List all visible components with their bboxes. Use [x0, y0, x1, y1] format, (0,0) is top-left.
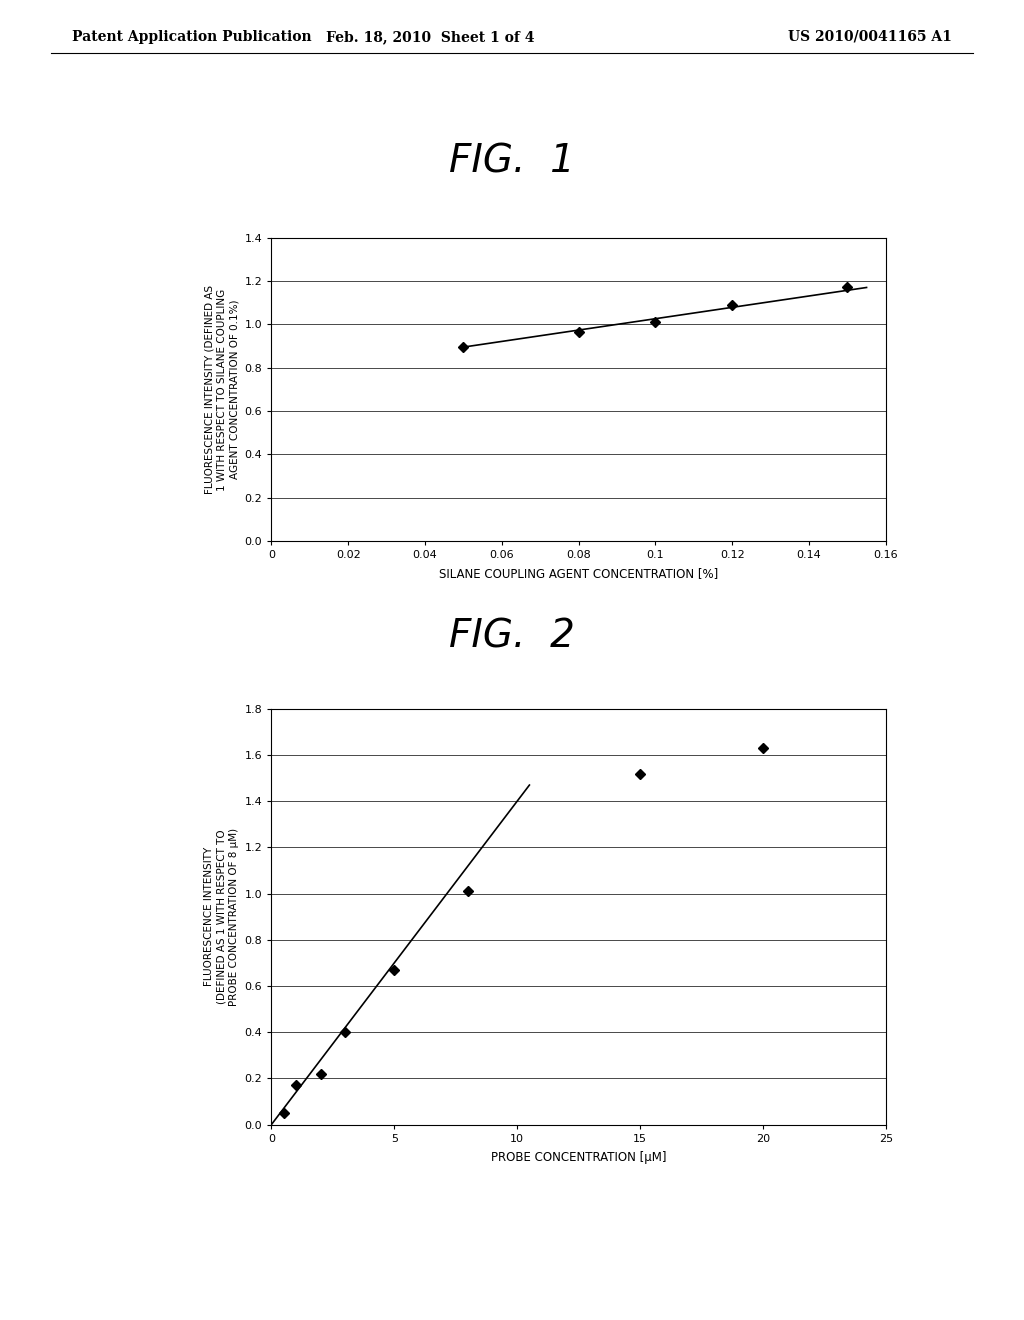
- Y-axis label: FLUORESCENCE INTENSITY (DEFINED AS
1 WITH RESPECT TO SILANE COUPLING
AGENT CONCE: FLUORESCENCE INTENSITY (DEFINED AS 1 WIT…: [204, 285, 239, 494]
- Text: Feb. 18, 2010  Sheet 1 of 4: Feb. 18, 2010 Sheet 1 of 4: [326, 30, 535, 44]
- X-axis label: SILANE COUPLING AGENT CONCENTRATION [%]: SILANE COUPLING AGENT CONCENTRATION [%]: [439, 568, 718, 581]
- X-axis label: PROBE CONCENTRATION [μM]: PROBE CONCENTRATION [μM]: [490, 1151, 667, 1164]
- Text: Patent Application Publication: Patent Application Publication: [72, 30, 311, 44]
- Y-axis label: FLUORESCENCE INTENSITY
(DEFINED AS 1 WITH RESPECT TO
PROBE CONCENTRATION OF 8 μM: FLUORESCENCE INTENSITY (DEFINED AS 1 WIT…: [204, 828, 239, 1006]
- Text: FIG.  1: FIG. 1: [450, 143, 574, 180]
- Text: US 2010/0041165 A1: US 2010/0041165 A1: [788, 30, 952, 44]
- Text: FIG.  2: FIG. 2: [450, 618, 574, 655]
